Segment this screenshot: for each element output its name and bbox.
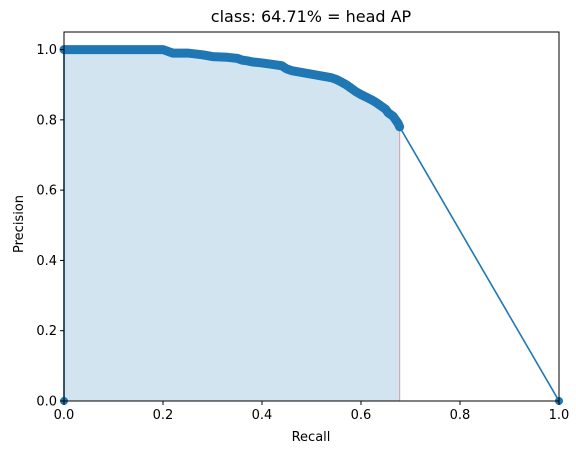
chart-title: class: 64.71% = head AP [211,7,412,26]
pr-point [307,70,316,79]
area-under-curve-layer [64,49,401,401]
y-axis-ticks: 0.0 0.2 0.4 0.6 0.8 1.0 [36,43,64,410]
pr-point [168,49,177,58]
pr-point [317,71,326,80]
x-tick-label: 0.6 [351,408,372,423]
y-tick-label: 1.0 [36,43,57,58]
area-under-curve [64,49,400,401]
x-axis-label: Recall [292,430,331,445]
pr-point [69,45,78,54]
pr-point [287,66,296,75]
pr-point [198,50,207,59]
pr-point [395,122,404,131]
x-tick-label: 0.8 [450,408,471,423]
y-axis-label: Precision [12,195,27,253]
pr-point [134,45,143,54]
x-tick-label: 0.2 [153,408,174,423]
pr-point [84,45,93,54]
x-tick-label: 0.0 [54,408,75,423]
y-tick-label: 0.8 [36,113,57,128]
plot-area [59,45,563,405]
pr-curve-markers-layer [59,45,563,405]
pr-point [297,68,306,77]
y-tick-label: 0.2 [36,324,57,339]
x-tick-label: 0.4 [252,408,273,423]
y-tick-label: 0.0 [36,395,57,410]
pr-point [258,58,266,67]
pr-point [109,45,118,54]
pr-point [267,60,276,69]
pr-point [223,53,232,62]
y-tick-label: 0.4 [36,254,57,269]
x-tick-label: 1.0 [549,408,570,423]
y-tick-label: 0.6 [36,184,57,199]
pr-point [248,57,257,66]
pr-point [208,52,217,61]
x-axis-ticks: 0.0 0.2 0.4 0.6 0.8 1.0 [54,401,570,423]
pr-point [183,49,192,58]
plot-frame [63,31,560,402]
